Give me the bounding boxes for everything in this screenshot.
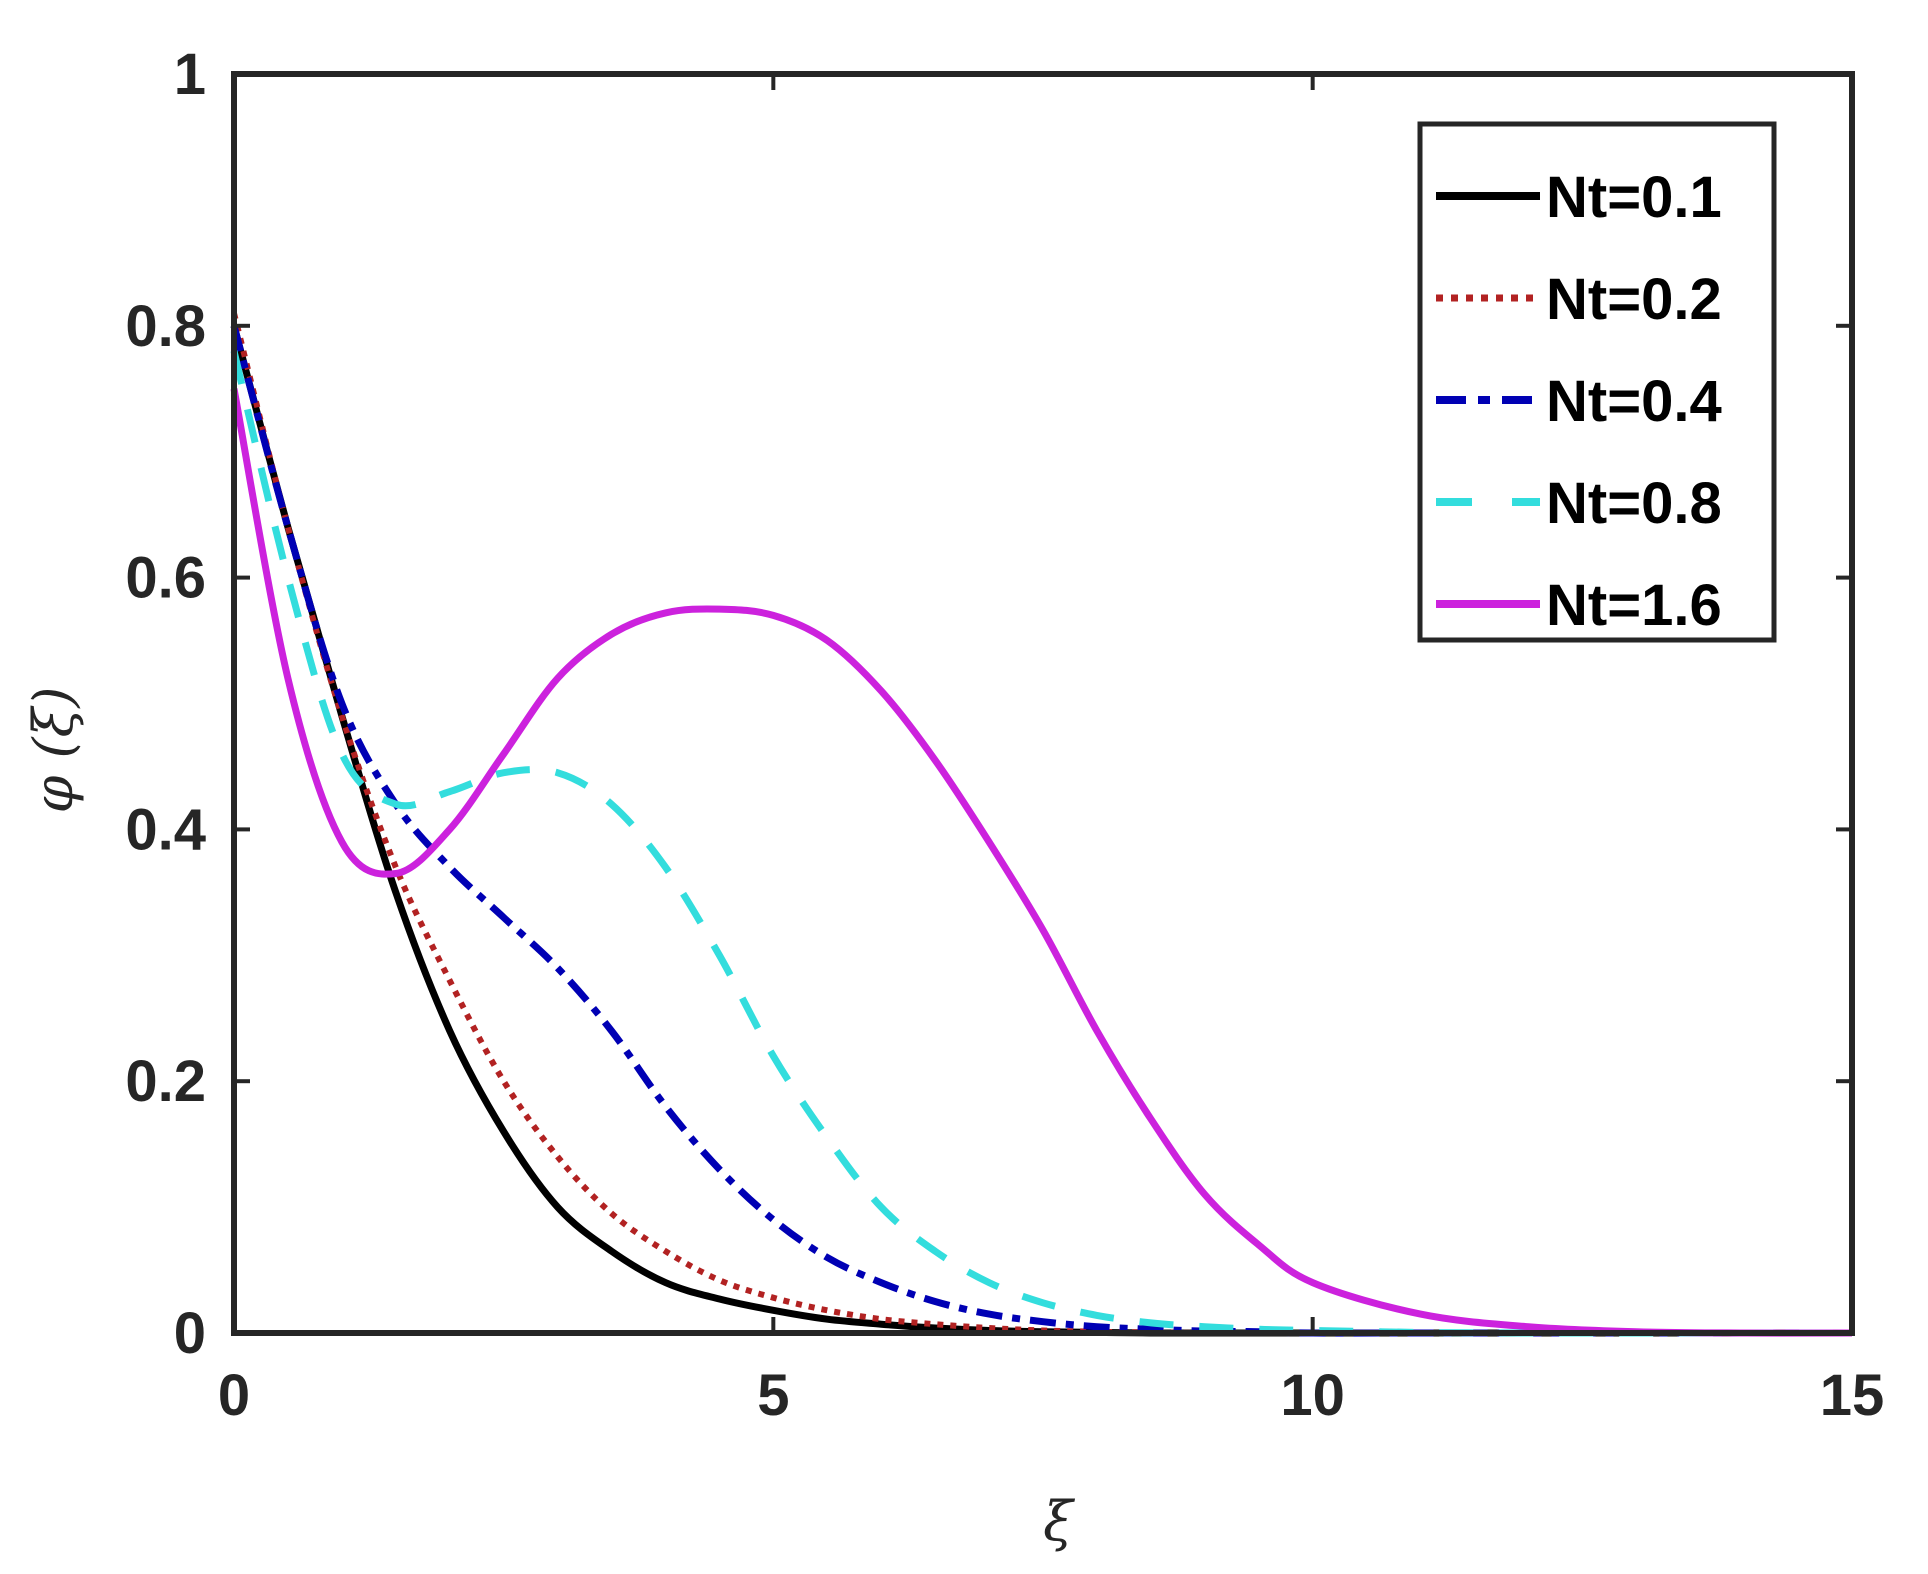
x-tick-label: 15 xyxy=(1820,1363,1885,1428)
y-axis-label: φ (ξ) xyxy=(22,687,85,814)
x-tick-label: 5 xyxy=(757,1363,789,1428)
legend-label: Nt=1.6 xyxy=(1546,573,1722,638)
legend-item: Nt=0.2 xyxy=(1436,267,1722,332)
series-line-nt-0-2 xyxy=(231,312,1852,1337)
y-tick-label: 1 xyxy=(174,42,206,107)
legend-box xyxy=(1417,121,1777,643)
legend: Nt=0.1 Nt=0.2 Nt=0.4 Nt=0.8 Nt=1.6 xyxy=(1417,121,1777,643)
legend-label: Nt=0.4 xyxy=(1546,369,1722,434)
legend-item: Nt=1.6 xyxy=(1436,573,1722,638)
legend-item: Nt=0.1 xyxy=(1436,165,1722,230)
y-tick-label: 0.6 xyxy=(125,546,206,611)
legend-label: Nt=0.2 xyxy=(1546,267,1722,332)
x-tick-label: 10 xyxy=(1280,1363,1345,1428)
axis-tick-labels: 0 5 10 15 0 0.2 0.4 0.6 0.8 1 xyxy=(125,42,1884,1428)
axis-ticks xyxy=(232,72,1854,1335)
y-tick-label: 0 xyxy=(174,1301,206,1366)
x-axis-label: ξ xyxy=(1043,1490,1075,1553)
y-tick-label: 0.8 xyxy=(125,294,206,359)
legend-label: Nt=0.1 xyxy=(1546,165,1722,230)
x-tick-label: 0 xyxy=(218,1363,250,1428)
legend-label: Nt=0.8 xyxy=(1546,471,1722,536)
legend-item: Nt=0.8 xyxy=(1436,471,1722,536)
series-line-nt-1-6 xyxy=(230,388,1853,1337)
axes-frame xyxy=(231,71,1855,1336)
series-line-nt-0-4 xyxy=(230,324,1852,1337)
y-tick-label: 0.2 xyxy=(125,1049,206,1114)
legend-item: Nt=0.4 xyxy=(1436,369,1722,434)
y-tick-label: 0.4 xyxy=(125,797,206,862)
